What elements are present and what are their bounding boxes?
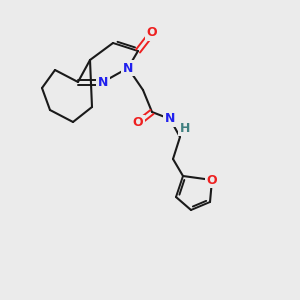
Text: O: O — [147, 26, 157, 40]
Text: H: H — [180, 122, 190, 134]
Text: O: O — [133, 116, 143, 130]
Text: N: N — [123, 61, 133, 74]
Text: N: N — [98, 76, 108, 88]
Text: O: O — [207, 173, 217, 187]
Text: N: N — [165, 112, 175, 125]
